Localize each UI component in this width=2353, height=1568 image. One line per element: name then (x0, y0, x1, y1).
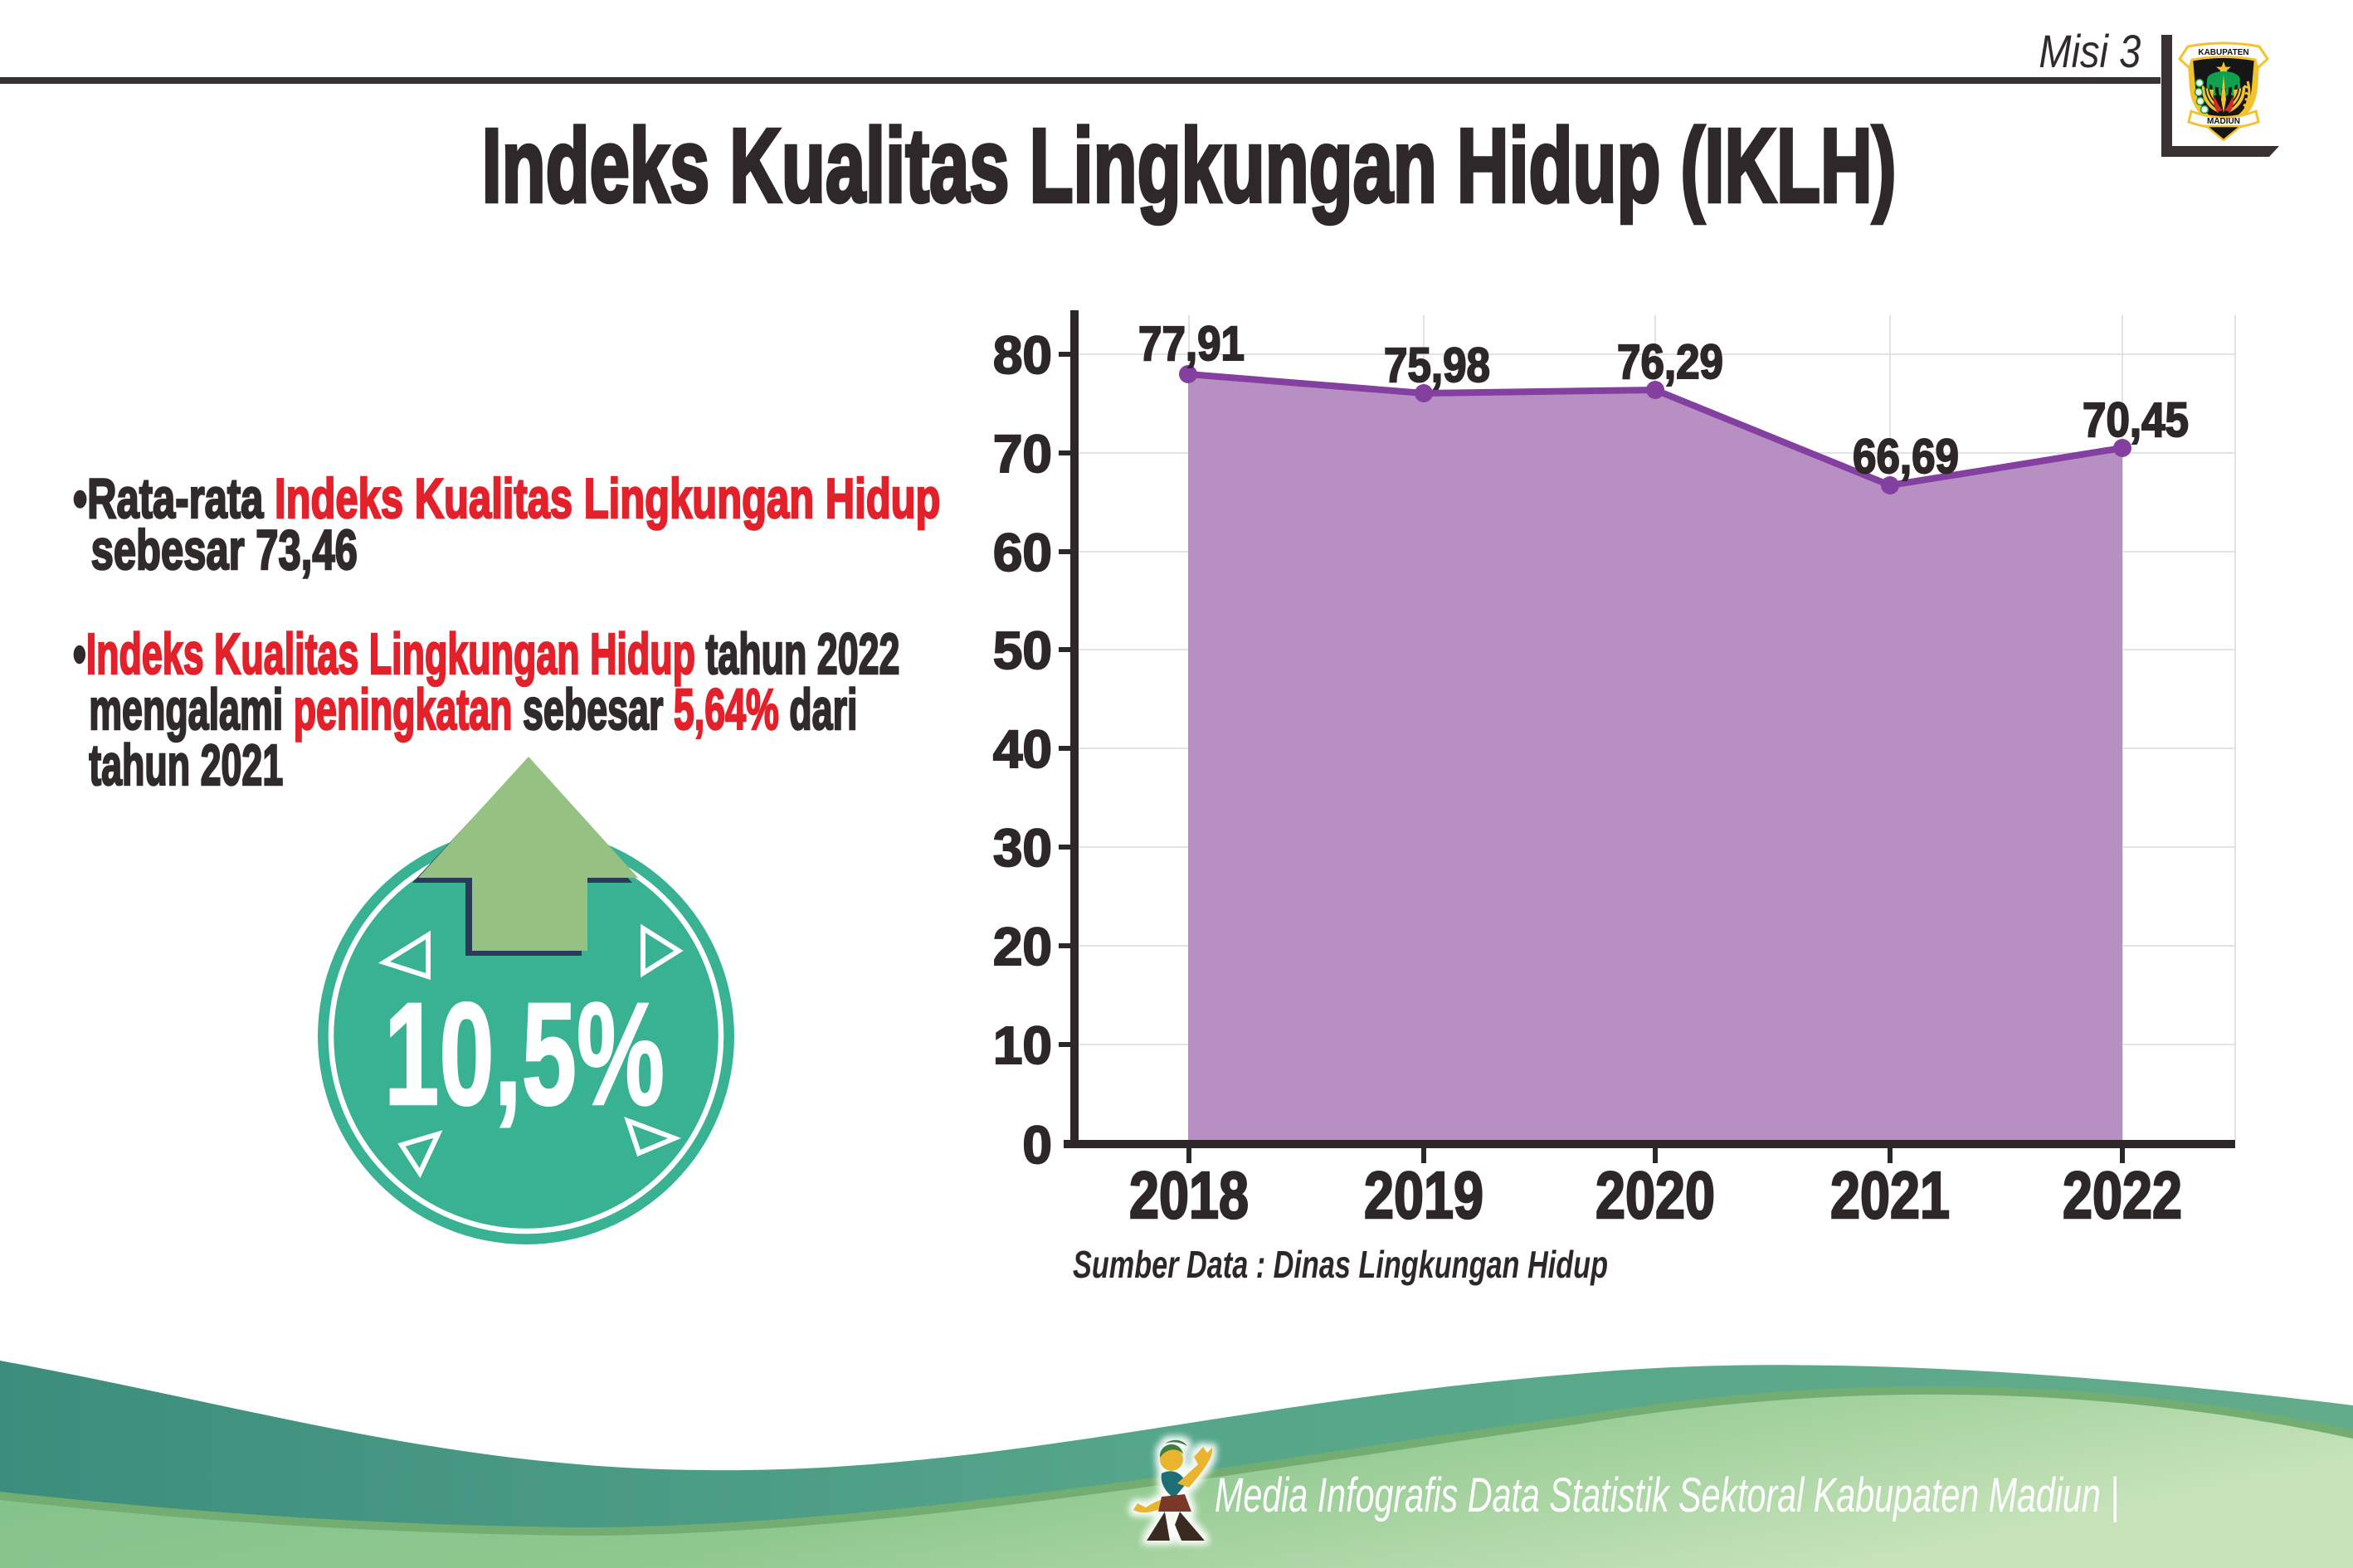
svg-text:2018: 2018 (1129, 1158, 1249, 1232)
svg-text:20: 20 (993, 917, 1052, 976)
svg-text:MADIUN: MADIUN (2207, 117, 2240, 126)
svg-text:75,98: 75,98 (1384, 338, 1490, 392)
svg-text:0: 0 (1022, 1115, 1052, 1175)
svg-text:30: 30 (993, 818, 1052, 878)
svg-text:2021: 2021 (1830, 1158, 1950, 1232)
svg-text:77,91: 77,91 (1138, 317, 1245, 371)
svg-text:2022: 2022 (2063, 1158, 2182, 1232)
svg-text:10: 10 (993, 1015, 1052, 1075)
svg-text:80: 80 (993, 325, 1052, 385)
svg-text:10,5%: 10,5% (384, 973, 665, 1136)
svg-text:60: 60 (993, 523, 1052, 582)
svg-text:2020: 2020 (1595, 1158, 1715, 1232)
svg-text:Sumber Data : Dinas Lingkungan: Sumber Data : Dinas Lingkungan Hidup (1073, 1243, 1608, 1286)
svg-text:70,45: 70,45 (2083, 393, 2189, 447)
svg-text:Media Infografis Data Statisti: Media Infografis Data Statistik Sektoral… (1215, 1468, 2119, 1522)
svg-text:2019: 2019 (1364, 1158, 1483, 1232)
svg-text:76,29: 76,29 (1617, 335, 1723, 389)
svg-text:66,69: 66,69 (1853, 430, 1959, 484)
svg-text:50: 50 (993, 621, 1052, 680)
svg-text:70: 70 (993, 424, 1052, 484)
svg-text:KABUPATEN: KABUPATEN (2198, 48, 2248, 57)
svg-text:40: 40 (993, 719, 1052, 779)
